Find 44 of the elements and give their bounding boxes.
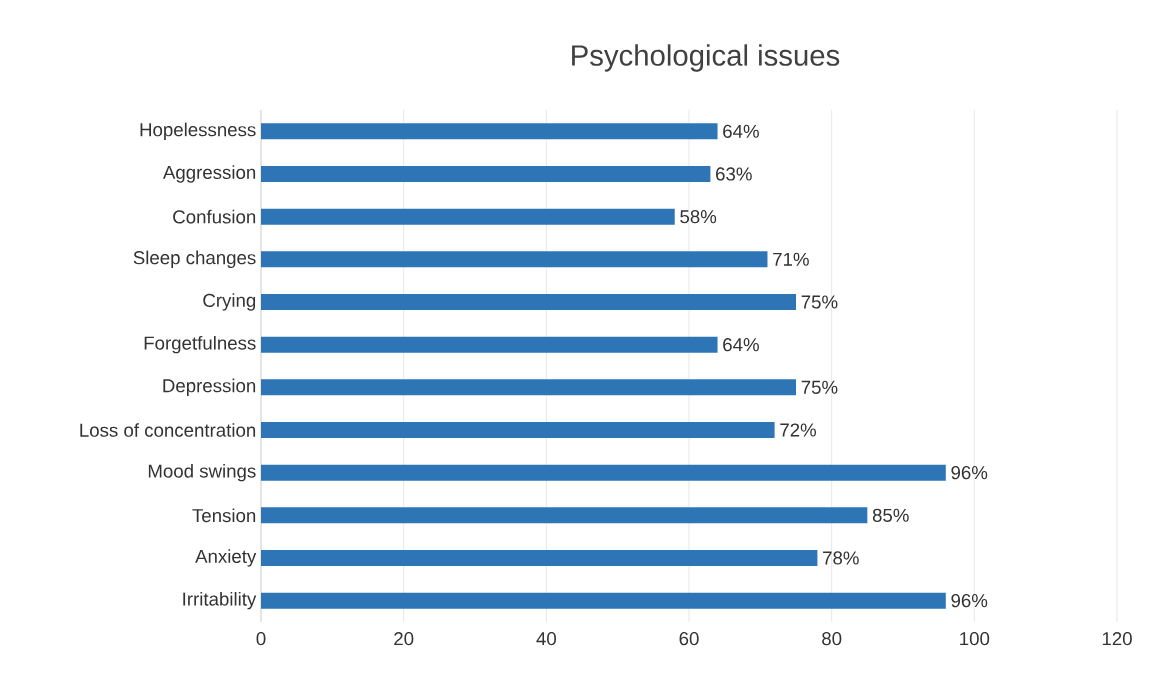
- bar: [261, 549, 818, 566]
- bar: [261, 464, 946, 481]
- y-tick-label: Mood swings: [148, 463, 256, 482]
- x-tick-label: 100: [960, 632, 990, 646]
- data-label: 96%: [951, 594, 988, 608]
- x-tick-label: 80: [822, 632, 842, 646]
- data-label: 85%: [872, 508, 909, 522]
- y-tick-label: Crying: [203, 293, 256, 311]
- y-tick-label: Depression: [163, 378, 256, 397]
- x-tick-label: 120: [1102, 632, 1132, 646]
- y-tick-label: Tension: [192, 508, 256, 523]
- bar: [261, 293, 796, 310]
- data-label: 63%: [716, 167, 752, 181]
- data-label: 75%: [801, 380, 838, 394]
- y-tick-label: Aggression: [162, 165, 256, 183]
- bar: [261, 507, 868, 524]
- y-tick-label: Loss of concentration: [80, 423, 256, 437]
- data-label: 75%: [801, 295, 838, 309]
- bar: [261, 251, 768, 268]
- bar: [261, 336, 718, 353]
- data-label: 64%: [723, 124, 759, 138]
- x-tick-label: 60: [679, 632, 699, 646]
- bar: [261, 165, 711, 182]
- x-tick-label: 0: [256, 632, 266, 646]
- data-label: 71%: [773, 252, 809, 266]
- bar: [261, 123, 718, 140]
- data-label: 64%: [723, 338, 759, 352]
- data-label: 96%: [951, 466, 988, 480]
- x-tick-label: 40: [536, 632, 556, 646]
- chart-title: Psychological issues: [572, 44, 840, 72]
- bar: [261, 379, 796, 396]
- y-tick-label: Anxiety: [195, 549, 257, 567]
- bar: [261, 421, 775, 438]
- y-tick-label: Forgetfulness: [144, 335, 256, 354]
- data-label: 58%: [680, 210, 717, 224]
- y-tick-label: Confusion: [173, 209, 256, 224]
- data-label: 72%: [780, 423, 817, 437]
- bar: [261, 592, 946, 609]
- y-tick-label: Hopelessness: [140, 122, 256, 141]
- y-tick-label: Sleep changes: [133, 250, 256, 269]
- x-tick-label: 20: [394, 632, 414, 646]
- y-tick-label: Irritability: [183, 591, 257, 610]
- bar: [261, 208, 675, 225]
- data-label: 78%: [823, 551, 859, 565]
